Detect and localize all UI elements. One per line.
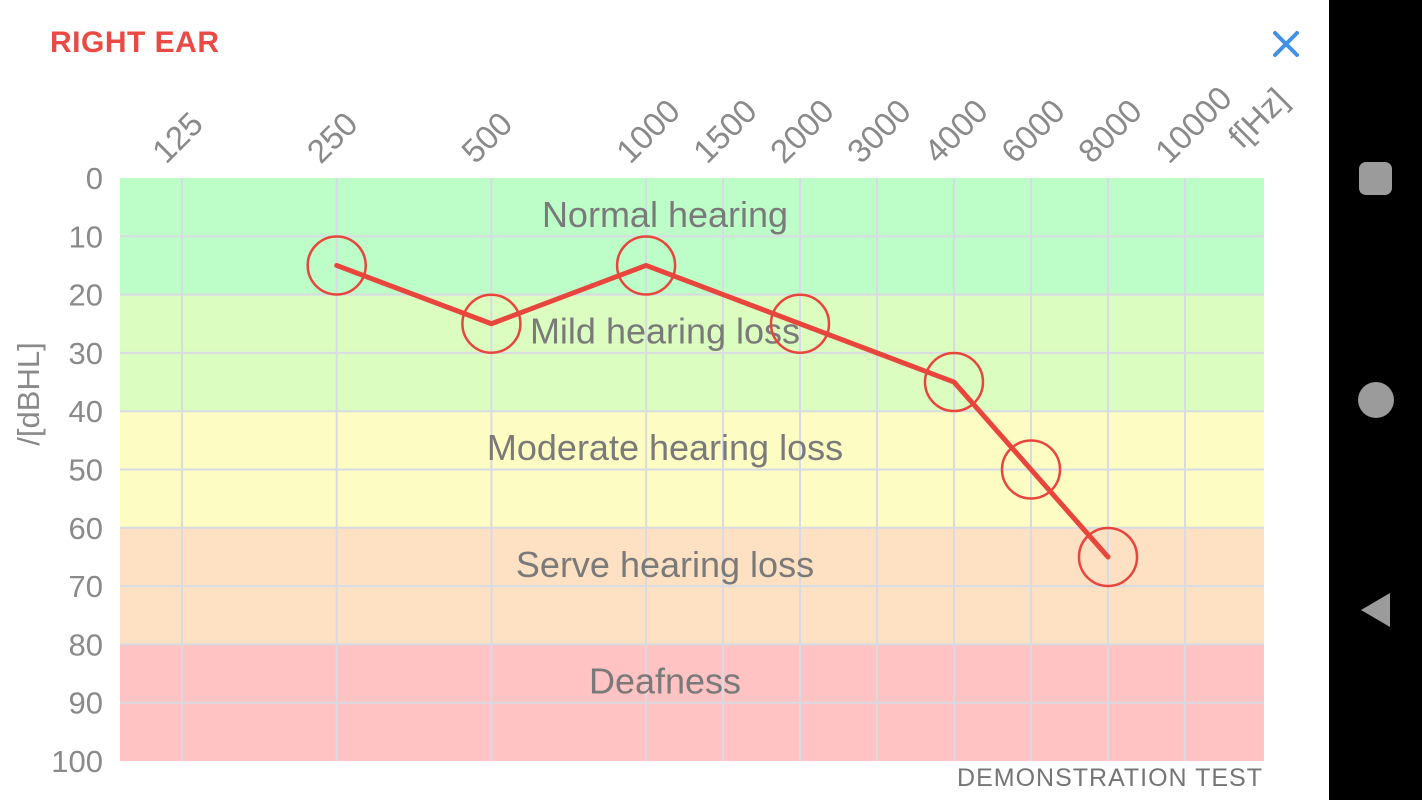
page-title: RIGHT EAR <box>50 26 220 59</box>
y-axis-title: /[dBHL] <box>11 342 46 445</box>
data-point-marker[interactable] <box>1000 439 1062 500</box>
x-tick-label: 500 <box>454 105 519 170</box>
threshold-line <box>334 262 1111 560</box>
data-point-marker[interactable] <box>461 293 522 354</box>
x-axis-unit-label: f[Hz] <box>1221 81 1295 155</box>
triangle-left-icon <box>1361 593 1390 627</box>
x-tick-label: 250 <box>299 105 364 170</box>
y-tick-label: 60 <box>69 511 103 546</box>
x-tick-label: 3000 <box>840 92 918 170</box>
y-tick-label: 90 <box>69 686 103 721</box>
y-tick-label: 40 <box>69 394 103 429</box>
band-label: Serve hearing loss <box>516 544 814 585</box>
y-tick-label: 20 <box>69 278 103 313</box>
back-button[interactable] <box>1329 575 1422 645</box>
y-tick-label: 70 <box>69 569 103 604</box>
x-tick-label: 1000 <box>609 92 687 170</box>
square-icon <box>1359 161 1392 195</box>
y-tick-label: 0 <box>86 161 103 196</box>
band-label: Mild hearing loss <box>530 311 800 352</box>
x-tick-label: 2000 <box>763 92 841 170</box>
watermark-label: DEMONSTRATION TEST <box>957 764 1263 792</box>
data-point-marker[interactable] <box>1077 526 1139 588</box>
band-label: Moderate hearing loss <box>487 427 843 468</box>
home-button[interactable] <box>1329 365 1422 435</box>
close-icon <box>1273 31 1299 57</box>
y-tick-label: 100 <box>51 744 103 779</box>
x-tick-label: 1500 <box>686 92 764 170</box>
band-label: Normal hearing <box>542 194 788 235</box>
x-tick-label: 8000 <box>1071 92 1149 170</box>
y-tick-label: 80 <box>69 627 103 662</box>
recents-button[interactable] <box>1329 143 1422 213</box>
x-tick-label: 125 <box>145 105 210 170</box>
data-point-marker[interactable] <box>306 235 367 296</box>
data-point-marker[interactable] <box>923 351 985 413</box>
y-tick-label: 50 <box>69 453 103 488</box>
band-label: Deafness <box>589 660 741 701</box>
y-tick-label: 30 <box>69 336 103 371</box>
android-navigation-bar <box>1329 0 1422 800</box>
data-point-marker[interactable] <box>769 293 831 354</box>
x-tick-label: 6000 <box>994 92 1072 170</box>
close-button[interactable] <box>1264 22 1308 66</box>
y-tick-label: 10 <box>69 219 103 254</box>
x-tick-label: 4000 <box>917 92 995 170</box>
circle-icon <box>1357 382 1394 418</box>
data-point-marker[interactable] <box>615 235 677 296</box>
